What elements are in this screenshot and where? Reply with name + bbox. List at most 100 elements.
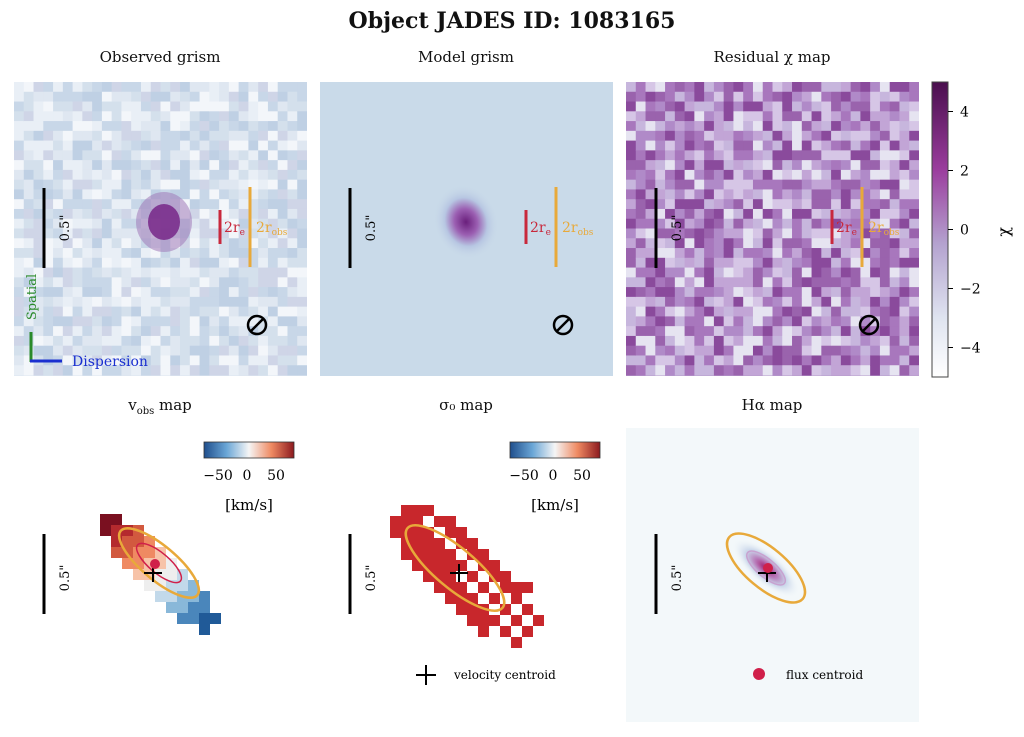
residual-pixel <box>899 277 910 288</box>
observed-pixel <box>101 218 113 229</box>
residual-pixel <box>909 189 919 200</box>
residual-pixel <box>743 257 754 269</box>
residual-pixel <box>762 306 773 317</box>
observed-pixel <box>140 82 152 93</box>
observed-pixel <box>287 218 298 229</box>
residual-pixel <box>909 335 919 347</box>
residual-pixel <box>645 287 656 298</box>
observed-pixel <box>101 238 113 249</box>
residual-pixel <box>782 189 793 200</box>
observed-pixel <box>189 101 201 112</box>
residual-pixel <box>626 169 637 181</box>
vobs-pixel <box>166 558 177 569</box>
residual-pixel <box>870 228 881 239</box>
observed-pixel <box>62 150 74 161</box>
residual-pixel <box>684 355 695 366</box>
residual-pixel <box>772 91 783 103</box>
vobs-pixel <box>199 613 210 624</box>
observed-pixel <box>43 121 54 132</box>
residual-pixel <box>899 130 910 142</box>
residual-pixel <box>762 150 773 161</box>
observed-pixel <box>209 121 220 132</box>
residual-pixel <box>909 365 919 376</box>
residual-pixel <box>811 101 822 112</box>
observed-pixel <box>170 101 181 112</box>
observed-pixel <box>62 238 74 249</box>
observed-pixel <box>92 199 103 210</box>
sigma-pixel <box>434 538 445 549</box>
residual-pixel <box>762 277 773 288</box>
observed-pixel <box>14 326 25 337</box>
residual-pixel <box>655 326 666 337</box>
sigma-pixel <box>412 505 423 516</box>
residual-pixel <box>704 326 715 337</box>
residual-pixel <box>626 130 637 142</box>
observed-pixel <box>238 130 249 142</box>
residual-pixel <box>684 199 695 210</box>
residual-pixel <box>889 326 900 337</box>
observed-pixel <box>228 365 240 376</box>
residual-pixel <box>762 238 773 249</box>
residual-pixel <box>889 121 900 132</box>
observed-pixel <box>228 238 240 249</box>
residual-pixel <box>801 199 813 210</box>
observed-pixel <box>180 238 191 249</box>
residual-pixel <box>821 316 832 327</box>
observed-pixel <box>287 82 298 93</box>
residual-pixel <box>694 267 705 278</box>
observed-pixel <box>82 160 93 171</box>
residual-pixel <box>743 121 754 132</box>
observed-pixel <box>72 199 83 210</box>
residual-pixel <box>772 365 783 376</box>
residual-pixel <box>626 345 637 356</box>
observed-pixel <box>180 121 191 132</box>
residual-pixel <box>772 228 783 239</box>
observed-pixel <box>53 345 64 356</box>
residual-pixel <box>723 287 734 298</box>
residual-pixel <box>684 160 695 171</box>
residual-pixel <box>635 82 647 93</box>
residual-pixel <box>684 296 695 308</box>
residual-pixel <box>762 121 773 132</box>
residual-pixel <box>704 169 715 181</box>
observed-pixel <box>160 140 171 151</box>
observed-pixel <box>140 345 152 356</box>
observed-pixel <box>82 345 93 356</box>
observed-pixel <box>238 316 249 327</box>
vobs-pixel <box>122 525 133 536</box>
residual-pixel <box>772 316 783 327</box>
observed-pixel <box>209 238 220 249</box>
observed-pixel <box>219 208 230 220</box>
residual-pixel <box>792 189 803 200</box>
observed-pixel <box>62 179 74 190</box>
observed-pixel <box>111 248 122 259</box>
observed-pixel <box>23 160 35 171</box>
observed-pixel <box>180 267 191 278</box>
observed-pixel <box>23 121 35 132</box>
observed-pixel <box>131 296 142 308</box>
residual-pixel <box>665 296 676 308</box>
residual-pixel <box>645 296 656 308</box>
observed-pixel <box>43 335 54 347</box>
residual-pixel <box>723 238 734 249</box>
residual-pixel <box>850 326 861 337</box>
residual-pixel <box>626 277 637 288</box>
sigma-pixel <box>445 527 456 538</box>
residual-pixel <box>909 248 919 259</box>
residual-pixel <box>723 91 734 103</box>
observed-pixel <box>238 365 249 376</box>
observed-pixel <box>297 218 307 229</box>
residual-pixel <box>684 208 695 220</box>
observed-pixel <box>33 208 44 220</box>
residual-pixel <box>899 365 910 376</box>
residual-pixel <box>909 257 919 269</box>
observed-pixel <box>258 287 269 298</box>
residual-pixel <box>704 316 715 327</box>
observed-pixel <box>228 121 240 132</box>
observed-pixel <box>258 130 269 142</box>
residual-pixel <box>860 326 871 337</box>
residual-pixel <box>752 189 764 200</box>
velocity-colorbar <box>509 441 601 459</box>
observed-pixel <box>121 91 132 103</box>
observed-pixel <box>92 228 103 239</box>
